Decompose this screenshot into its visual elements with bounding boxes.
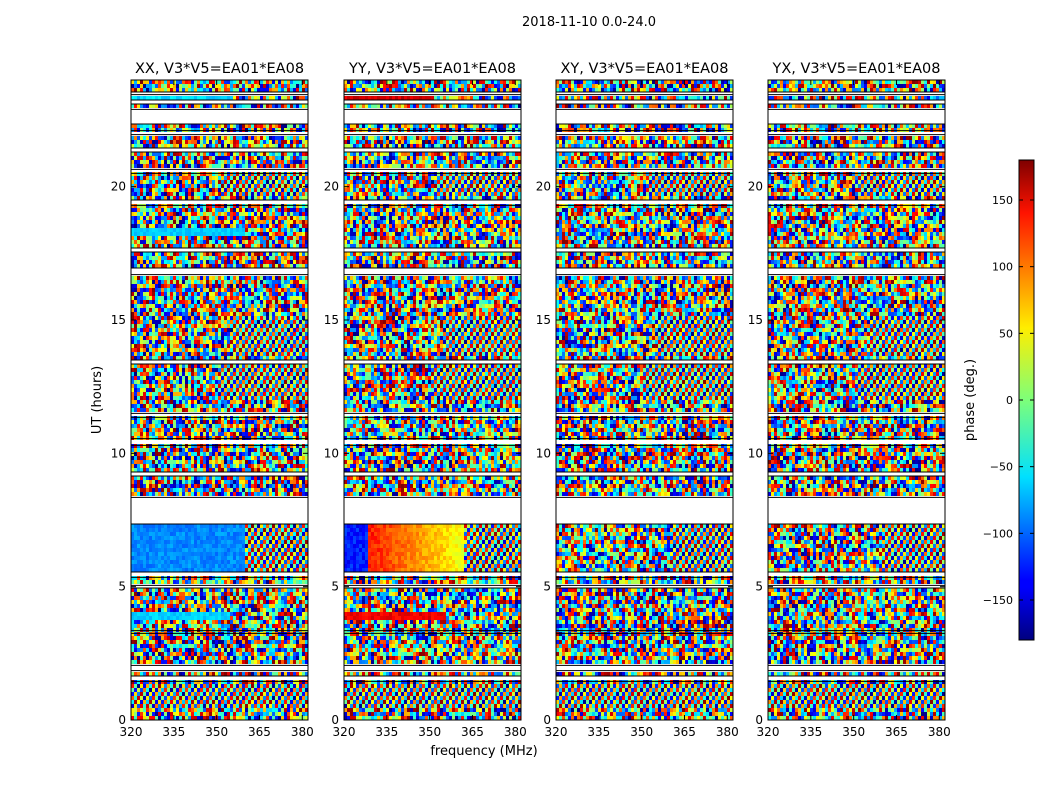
y-tick-label: 20: [111, 180, 126, 194]
y-tick-label: 20: [536, 180, 551, 194]
panel-yy: YY, V3*V5=EA01*EA08 320 335 350 365 380 0 5 10 15…: [324, 61, 527, 739]
y-tick-label: 15: [324, 313, 339, 327]
panel-title: YY, V3*V5=EA01*EA08: [348, 61, 516, 77]
x-tick-label: 365: [461, 725, 484, 739]
x-tick-label: 380: [291, 725, 314, 739]
colorbar: 150 100 50 0 −50 −100 −150 phase (deg.): [963, 159, 1035, 641]
y-axis-label: UT (hours): [90, 366, 105, 434]
y-tick-label: 20: [748, 180, 763, 194]
y-tick-label: 15: [111, 313, 126, 327]
colorbar-tick-label: −150: [983, 594, 1013, 607]
y-tick-label: 20: [324, 180, 339, 194]
colorbar-tick-label: −50: [990, 461, 1013, 474]
y-tick-label: 0: [755, 713, 763, 727]
x-tick-label: 380: [504, 725, 527, 739]
x-tick-label: 335: [799, 725, 822, 739]
y-tick-label: 0: [331, 713, 339, 727]
x-tick-label: 350: [630, 725, 653, 739]
x-tick-label: 350: [418, 725, 441, 739]
x-tick-label: 380: [928, 725, 951, 739]
y-tick-label: 10: [748, 446, 763, 460]
x-tick-label: 380: [716, 725, 739, 739]
x-tick-label: 320: [120, 725, 143, 739]
x-tick-label: 335: [587, 725, 610, 739]
panel-title: YX, V3*V5=EA01*EA08: [771, 61, 940, 77]
y-tick-label: 5: [331, 580, 339, 594]
y-tick-label: 15: [536, 313, 551, 327]
y-tick-label: 0: [543, 713, 551, 727]
y-tick-label: 5: [118, 580, 126, 594]
y-tick-label: 10: [324, 446, 339, 460]
colorbar-tick-label: −100: [983, 527, 1013, 540]
x-tick-label: 335: [162, 725, 185, 739]
y-tick-label: 5: [543, 580, 551, 594]
panel-frame: [767, 79, 946, 721]
y-tick-label: 5: [755, 580, 763, 594]
panel-frame: [130, 79, 309, 721]
panel-xy: XY, V3*V5=EA01*EA08 320 335 350 365 380 0 5 10 15…: [536, 61, 739, 739]
colorbar-ticks: 150 100 50 0 −50 −100 −150: [983, 194, 1034, 607]
panel-title: XX, V3*V5=EA01*EA08: [135, 61, 304, 77]
y-tick-label: 10: [536, 446, 551, 460]
panel-title: XY, V3*V5=EA01*EA08: [560, 61, 728, 77]
x-tick-label: 350: [205, 725, 228, 739]
y-tick-label: 0: [118, 713, 126, 727]
panel-frame: [343, 79, 522, 721]
colorbar-label: phase (deg.): [963, 359, 978, 441]
x-axis-label: frequency (MHz): [430, 744, 537, 759]
y-tick-label: 10: [111, 446, 126, 460]
panel-yx: YX, V3*V5=EA01*EA08 320 335 350 365 380 0 5 10 15…: [748, 61, 951, 739]
panels-group: XX, V3*V5=EA01*EA08 320 335 350 365 380 0 5 10 15…: [111, 61, 951, 739]
colorbar-tick-label: 50: [999, 327, 1013, 340]
x-tick-label: 365: [885, 725, 908, 739]
x-tick-label: 365: [248, 725, 271, 739]
phase-raster: [768, 80, 945, 720]
phase-raster: [556, 80, 733, 720]
colorbar-tick-label: 0: [1006, 394, 1013, 407]
phase-raster: [131, 80, 308, 720]
x-tick-label: 350: [842, 725, 865, 739]
x-tick-label: 320: [757, 725, 780, 739]
x-tick-label: 365: [673, 725, 696, 739]
x-tick-label: 320: [545, 725, 568, 739]
panel-frame: [555, 79, 734, 721]
panel-xx: XX, V3*V5=EA01*EA08 320 335 350 365 380 0 5 10 15…: [111, 61, 314, 739]
figure-title: 2018-11-10 0.0-24.0: [522, 15, 656, 30]
y-tick-label: 15: [748, 313, 763, 327]
colorbar-tick-label: 100: [992, 261, 1013, 274]
phase-raster: [344, 80, 521, 720]
colorbar-tick-label: 150: [992, 194, 1013, 207]
x-tick-label: 320: [333, 725, 356, 739]
x-tick-label: 335: [375, 725, 398, 739]
